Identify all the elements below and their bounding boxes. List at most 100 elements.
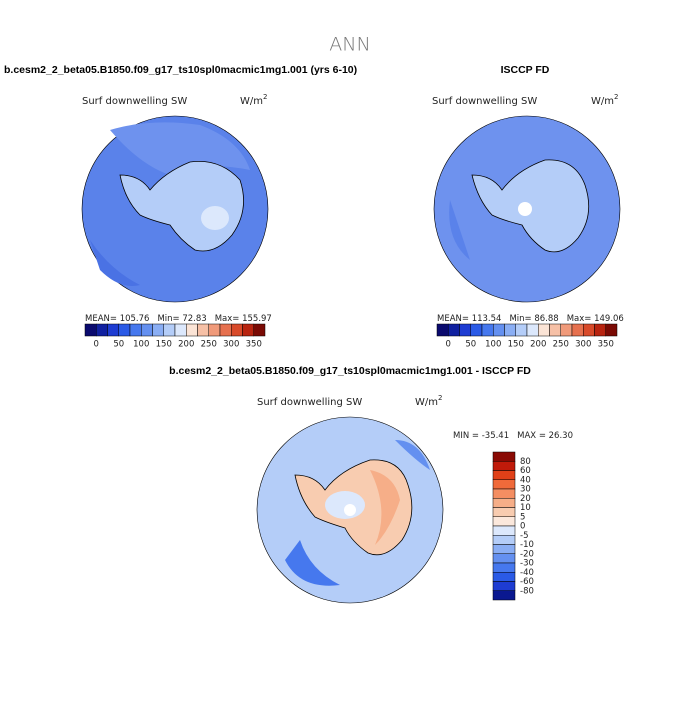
colorbar-box	[492, 507, 516, 517]
units: W/m2	[591, 93, 618, 107]
colorbar-box	[152, 323, 164, 337]
colorbar-box	[492, 461, 516, 471]
colorbar-box	[605, 323, 618, 337]
colorbar-box	[492, 562, 516, 573]
colorbar-box	[492, 544, 516, 554]
colorbar-box	[84, 323, 97, 337]
colorbar-box	[526, 323, 539, 337]
colorbar-label: 0	[446, 340, 451, 350]
stat: MEAN= 113.54	[437, 314, 501, 324]
colorbar-label: 100	[133, 340, 149, 350]
colorbar-box	[492, 581, 516, 591]
colorbar-box	[583, 323, 595, 337]
colorbar-box	[492, 470, 516, 480]
colorbar-box	[492, 590, 516, 601]
panel-title: b.cesm2_2_beta05.B1850.f09_g17_ts10spl0m…	[169, 365, 531, 377]
units-text: W/m	[415, 397, 438, 408]
colorbar-label: 30	[520, 485, 531, 495]
colorbar-box	[436, 323, 449, 337]
stat: Min= 72.83	[157, 314, 206, 324]
stats: MIN = -35.41 MAX = 26.30	[453, 431, 573, 441]
colorbar-box	[492, 516, 516, 527]
colorbar-box	[493, 323, 505, 337]
colorbar-box	[492, 451, 516, 462]
colorbar-label: -10	[520, 540, 534, 550]
colorbar-box	[141, 323, 153, 337]
colorbar-label: 250	[553, 340, 569, 350]
colorbar-box	[549, 323, 561, 337]
stat: MIN = -35.41	[453, 431, 509, 441]
panel-title: ISCCP FD	[501, 64, 550, 76]
colorbar-box	[118, 323, 131, 337]
colorbar-box	[470, 323, 483, 337]
colorbar-label: -5	[520, 531, 528, 541]
colorbar-label: 40	[520, 475, 531, 485]
colorbar-box	[219, 323, 232, 337]
colorbar-label: 0	[94, 340, 99, 350]
colorbar-label: -20	[520, 549, 534, 559]
colorbar-label: -30	[520, 559, 534, 569]
colorbar-label: 20	[520, 494, 531, 504]
colorbar-label: 200	[530, 340, 546, 350]
colorbar-box	[571, 323, 584, 337]
colorbar-box	[208, 323, 221, 337]
colorbar-box	[163, 323, 176, 337]
colorbar-box	[253, 323, 266, 337]
colorbar-label: 0	[520, 522, 525, 532]
colorbar-box	[492, 553, 516, 564]
colorbar-box	[492, 525, 516, 536]
colorbar-label: 300	[575, 340, 591, 350]
figure-title: ANN	[329, 34, 370, 56]
map	[256, 416, 444, 604]
colorbar-label: 150	[156, 340, 172, 350]
stat: Min= 86.88	[509, 314, 558, 324]
units-power: 2	[614, 93, 618, 101]
units: W/m2	[415, 394, 442, 408]
stats: MEAN= 105.76 Min= 72.83 Max= 155.97	[85, 314, 272, 324]
colorbar-label: 10	[520, 503, 531, 513]
variable: Surf downwelling SW	[82, 96, 187, 107]
stat: Max= 149.06	[567, 314, 624, 324]
colorbar-box	[459, 323, 471, 337]
colorbar-label: 5	[520, 512, 525, 522]
colorbar-box	[481, 323, 494, 337]
variable: Surf downwelling SW	[257, 397, 362, 408]
map	[81, 115, 269, 303]
units: W/m2	[240, 93, 267, 107]
colorbar-label: 100	[485, 340, 501, 350]
colorbar-box	[448, 323, 460, 337]
colorbar-label: 350	[246, 340, 262, 350]
stat: MEAN= 105.76	[85, 314, 149, 324]
units-text: W/m	[591, 96, 614, 107]
colorbar-label: 150	[508, 340, 524, 350]
colorbar-box	[492, 572, 516, 582]
colorbar-label: 250	[201, 340, 217, 350]
panel-title: b.cesm2_2_beta05.B1850.f09_g17_ts10spl0m…	[4, 64, 357, 76]
colorbar-label: -40	[520, 568, 534, 578]
colorbar-box	[197, 323, 209, 337]
colorbar-box	[538, 323, 550, 337]
units-power: 2	[438, 394, 442, 402]
colorbar-label: 50	[465, 340, 476, 350]
colorbar-box	[107, 323, 119, 337]
colorbar-box	[492, 488, 516, 499]
colorbar-label: 60	[520, 466, 531, 476]
colorbar-box	[242, 323, 254, 337]
colorbar-box	[129, 323, 142, 337]
stat: Max= 155.97	[215, 314, 272, 324]
colorbar-box	[492, 479, 516, 490]
stats: MEAN= 113.54 Min= 86.88 Max= 149.06	[437, 314, 624, 324]
colorbar-label: 50	[113, 340, 124, 350]
units-power: 2	[263, 93, 267, 101]
colorbar-label: 350	[598, 340, 614, 350]
colorbar-box	[594, 323, 606, 337]
colorbar-box	[504, 323, 516, 337]
units-text: W/m	[240, 96, 263, 107]
colorbar-box	[174, 323, 187, 337]
colorbar-box	[492, 535, 516, 545]
colorbar-label: -60	[520, 577, 534, 587]
map	[433, 115, 621, 303]
colorbar-box	[186, 323, 198, 337]
